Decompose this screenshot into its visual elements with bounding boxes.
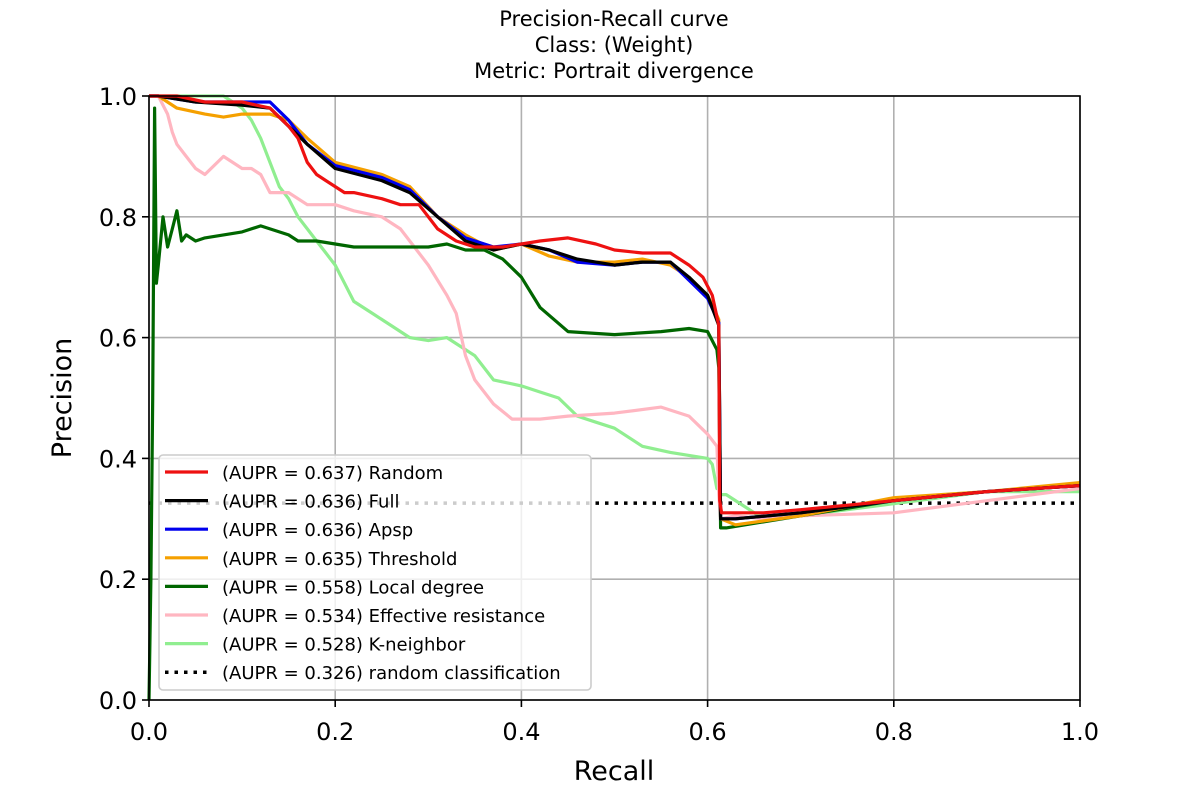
series-line-0 (149, 94, 1081, 515)
y-tick-label: 0.0 (99, 687, 137, 715)
x-axis-label: Recall (574, 756, 655, 787)
series-line-4 (147, 106, 1081, 701)
y-tick-label: 0.6 (99, 325, 137, 353)
plot-border (148, 95, 1081, 701)
x-tick-label: 0.0 (130, 718, 168, 746)
title-line-3: Metric: Portrait divergence (474, 59, 754, 83)
legend-label: (AUPR = 0.534) Effective resistance (222, 606, 545, 627)
plot-frame (148, 95, 1081, 701)
axis-ticks: 0.0 0.2 0.4 0.6 0.8 1.0 0.0 0.2 0.4 0.6 0.8 1.0 (99, 83, 1099, 746)
series-lines (147, 94, 1081, 701)
legend-label: (AUPR = 0.636) Apsp (222, 520, 413, 541)
legend-label: (AUPR = 0.558) Local degree (222, 577, 484, 598)
legend-box (158, 454, 592, 691)
y-tick-label: 1.0 (99, 83, 137, 111)
y-tick-label: 0.2 (99, 566, 137, 594)
x-tick-label: 0.8 (875, 718, 913, 746)
legend: (AUPR = 0.637) Random (AUPR = 0.636) Full… (158, 454, 592, 691)
y-tick-label: 0.4 (99, 445, 137, 473)
series-line-6 (149, 94, 1080, 521)
x-tick-label: 0.6 (689, 718, 727, 746)
legend-label: (AUPR = 0.637) Random (222, 463, 443, 484)
legend-label: (AUPR = 0.636) Full (222, 492, 399, 513)
x-tick-label: 1.0 (1061, 718, 1099, 746)
y-tick-label: 0.8 (99, 204, 137, 232)
title-line-1: Precision-Recall curve (499, 7, 728, 31)
legend-label: (AUPR = 0.528) K-neighbor (222, 635, 466, 656)
legend-label: (AUPR = 0.635) Threshold (222, 549, 457, 570)
legend-label: (AUPR = 0.326) random classification (222, 663, 561, 684)
x-tick-label: 0.2 (316, 718, 354, 746)
y-axis-label: Precision (47, 338, 78, 458)
title-line-2: Class: (Weight) (535, 33, 694, 57)
x-tick-label: 0.4 (502, 718, 540, 746)
